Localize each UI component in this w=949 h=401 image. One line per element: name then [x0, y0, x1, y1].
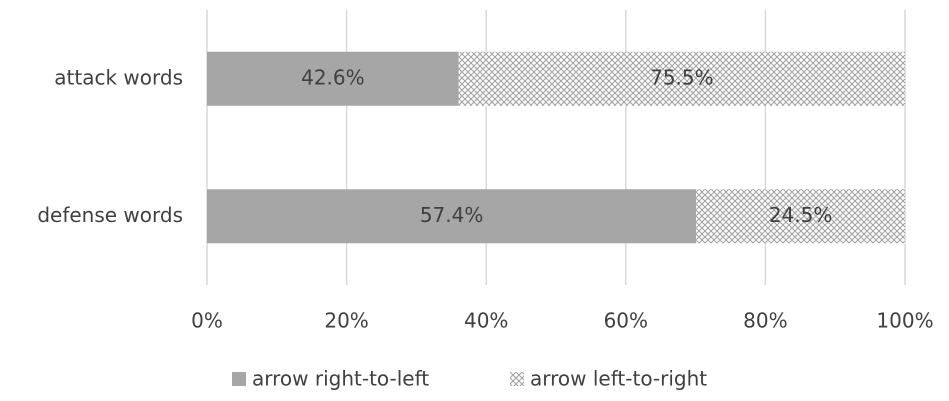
x-tick-label: 20%: [324, 309, 368, 333]
bar-segment: [458, 51, 905, 106]
x-tick-label: 100%: [876, 309, 933, 333]
x-tick-label: 40%: [464, 309, 508, 333]
y-tick-label: attack words: [54, 65, 183, 89]
bar-segment: [207, 189, 697, 244]
legend-swatch: [232, 372, 246, 386]
data-label: 24.5%: [769, 203, 833, 227]
legend-label: arrow right-to-left: [252, 367, 429, 391]
x-tick-label: 0%: [191, 309, 223, 333]
data-label: 75.5%: [650, 65, 714, 89]
bar-segment: [207, 51, 459, 106]
y-tick-label: defense words: [37, 203, 183, 227]
legend-label: arrow left-to-right: [530, 367, 707, 391]
data-label: 42.6%: [301, 65, 365, 89]
x-tick-label: 80%: [743, 309, 787, 333]
x-tick-label: 60%: [604, 309, 648, 333]
bar-segment: [696, 189, 905, 244]
legend-swatch: [510, 372, 524, 386]
data-label: 57.4%: [420, 203, 484, 227]
